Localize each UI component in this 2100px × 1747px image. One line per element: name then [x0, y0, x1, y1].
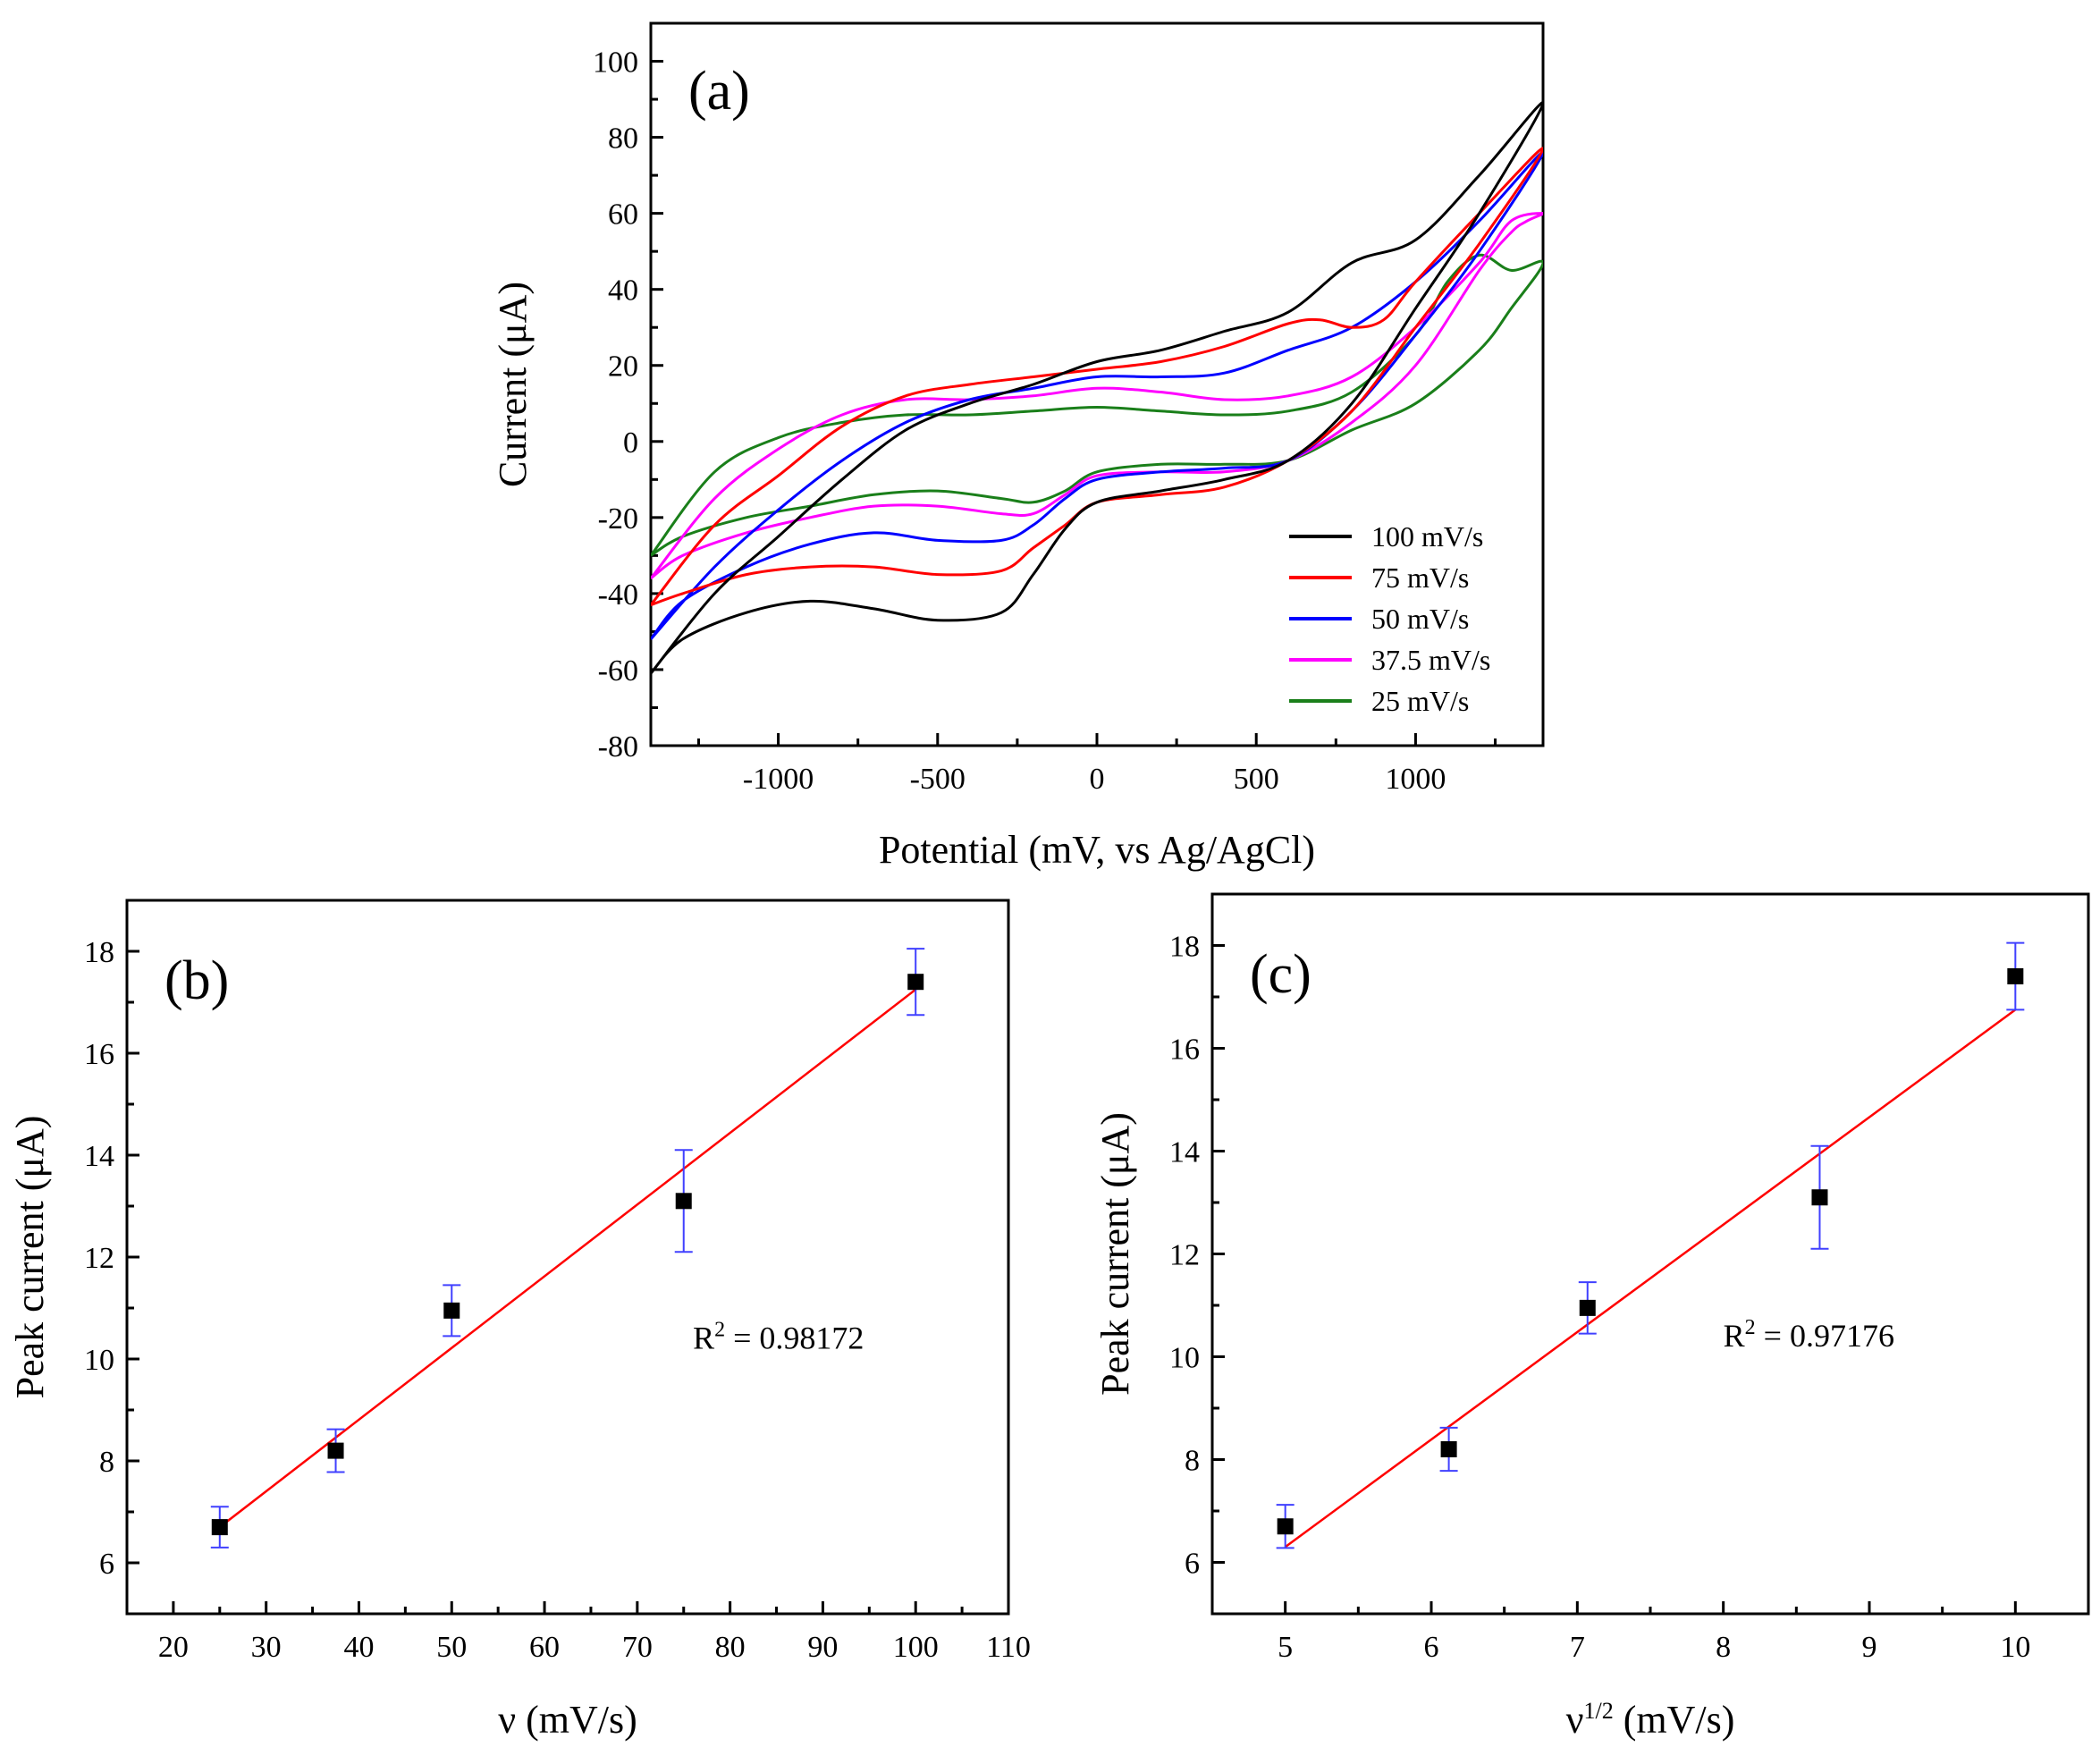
y-axis-title: Current (μA): [491, 282, 535, 487]
y-tick-label: 6: [1185, 1548, 1200, 1581]
panel-b-peak-current-vs-scan-rate: 6 8 10 12 14 16 18 20 30 40 50 60 70 80 90 100 110 R2 = 0…: [8, 899, 1031, 1742]
x-tick-label: 1000: [1385, 763, 1446, 796]
x-tick-label: 20: [158, 1631, 189, 1664]
data-point: [907, 974, 924, 991]
y-tick-label: 10: [1169, 1342, 1200, 1375]
x-axis-title: ν1/2 (mV/s): [1566, 1698, 1735, 1742]
data-point: [2007, 968, 2024, 984]
y-tick-label: 16: [84, 1038, 114, 1071]
legend-label: 50 mV/s: [1371, 603, 1469, 635]
y-tick-label: 10: [84, 1344, 114, 1377]
data-point: [327, 1442, 344, 1459]
x-tick-label: 5: [1278, 1631, 1293, 1664]
legend: 100 mV/s 75 mV/s 50 mV/s 37.5 mV/s 25 mV/s: [1289, 520, 1490, 717]
x-axis-title: Potential (mV, vs Ag/AgCl): [879, 828, 1315, 872]
y-tick-label: 60: [608, 198, 638, 232]
r-squared-annotation: R2 = 0.98172: [693, 1319, 864, 1356]
x-tick-label: 80: [715, 1631, 746, 1664]
x-tick-label: 500: [1234, 763, 1279, 796]
legend-label: 37.5 mV/s: [1371, 644, 1490, 676]
y-axis-title: Peak current (μA): [1093, 1112, 1137, 1396]
panel-a-cyclic-voltammogram: -80 -60 -40 -20 0 20 40 60 80 100 -1000 -500 0 500 100…: [491, 21, 1545, 872]
y-axis-title: Peak current (μA): [8, 1116, 52, 1399]
data-point: [1440, 1441, 1457, 1457]
x-tick-label: 60: [529, 1631, 560, 1664]
x-tick-label: 30: [251, 1631, 282, 1664]
y-tick-label: -60: [598, 654, 638, 688]
plot-frame: [1210, 892, 2090, 1616]
y-tick-label: 20: [608, 350, 638, 384]
y-tick-label: -40: [598, 578, 638, 612]
y-tick-label: 8: [1185, 1445, 1200, 1478]
data-point: [1579, 1299, 1596, 1316]
fit-line: [1284, 1009, 2017, 1549]
legend-label: 75 mV/s: [1371, 561, 1469, 594]
y-tick-label: 18: [84, 936, 114, 969]
y-tick-label: 16: [1169, 1034, 1200, 1067]
y-tick-label: 18: [1169, 931, 1200, 964]
r-squared-annotation: R2 = 0.97176: [1724, 1316, 1894, 1354]
x-axis-title: ν (mV/s): [498, 1698, 637, 1742]
data-point: [1277, 1518, 1294, 1535]
x-tick-label: 7: [1570, 1631, 1585, 1664]
panel-label: (b): [164, 950, 229, 1011]
x-tick-label: 40: [343, 1631, 374, 1664]
y-tick-label: 40: [608, 274, 638, 308]
x-tick-label: 50: [436, 1631, 467, 1664]
y-tick-label: 8: [99, 1446, 114, 1479]
legend-label: 100 mV/s: [1371, 520, 1483, 553]
y-tick-label: 0: [623, 426, 638, 460]
y-tick-label: 100: [593, 46, 638, 80]
x-tick-label: 0: [1090, 763, 1105, 796]
x-tick-label: 100: [893, 1631, 939, 1664]
cv-series-75-mV-s: [651, 147, 1543, 607]
plot-frame: [649, 21, 1545, 747]
x-tick-label: 70: [622, 1631, 653, 1664]
panel-label: (a): [688, 61, 750, 122]
cv-series-100-mV-s: [651, 101, 1543, 675]
y-tick-label: -20: [598, 502, 638, 536]
legend-label: 25 mV/s: [1371, 685, 1469, 717]
cv-series-50-mV-s: [651, 151, 1543, 640]
data-point: [211, 1519, 228, 1536]
x-tick-label: 8: [1716, 1631, 1731, 1664]
y-tick-label: 80: [608, 122, 638, 156]
data-point: [1811, 1189, 1828, 1206]
x-tick-label: 110: [986, 1631, 1031, 1664]
fit-line: [219, 988, 916, 1529]
x-tick-label: 10: [2000, 1631, 2030, 1664]
panel-label: (c): [1250, 944, 1311, 1005]
panel-c-peak-current-vs-sqrt-scan-rate: 6 8 10 12 14 16 18 5 6 7 8 9 10 R2 = 0.97176 (c) Peak c…: [1093, 892, 2090, 1742]
y-tick-label: 6: [99, 1548, 114, 1581]
y-tick-label: 12: [1169, 1239, 1200, 1272]
cv-curves: [651, 101, 1543, 675]
x-tick-label: -500: [910, 763, 966, 796]
y-tick-label: 12: [84, 1242, 114, 1275]
x-tick-label: 90: [807, 1631, 838, 1664]
y-tick-label: 14: [1169, 1136, 1200, 1169]
cv-series-25-mV-s: [651, 253, 1543, 557]
data-point: [443, 1302, 460, 1319]
cv-series-37-5-mV-s: [651, 212, 1543, 580]
x-tick-label: 9: [1862, 1631, 1877, 1664]
y-tick-label: 14: [84, 1140, 114, 1173]
data-point: [675, 1193, 692, 1210]
y-tick-label: -80: [598, 730, 638, 764]
x-tick-label: 6: [1424, 1631, 1439, 1664]
x-tick-label: -1000: [743, 763, 814, 796]
